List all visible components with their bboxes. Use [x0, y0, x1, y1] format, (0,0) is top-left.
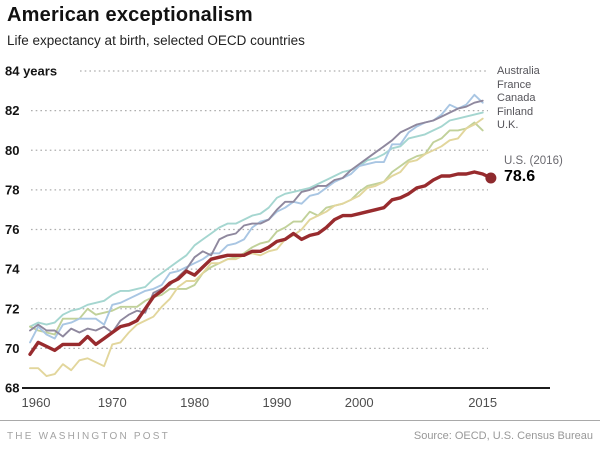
series-line-us [28, 170, 493, 356]
series-line-canada [29, 111, 484, 328]
y-tick-label: 80 [5, 143, 19, 158]
legend-label: Australia [497, 65, 540, 77]
x-tick-label: 2015 [468, 395, 497, 410]
y-tick-label: 82 [5, 103, 19, 118]
x-tick-label: 2000 [345, 395, 374, 410]
x-tick-label: 1960 [22, 395, 51, 410]
y-tick-label: 84 years [5, 64, 57, 79]
y-tick-label: 72 [5, 301, 19, 316]
legend-label: U.K. [497, 119, 519, 131]
series-line-uk [29, 121, 484, 336]
source-label: Source: OECD, U.S. Census Bureau [413, 430, 593, 442]
us-annotation-label: U.S. (2016) [504, 155, 563, 167]
chart-title: American exceptionalism [7, 4, 253, 26]
x-tick-label: 1970 [98, 395, 127, 410]
chart-subtitle: Life expectancy at birth, selected OECD … [7, 33, 305, 48]
y-tick-label: 68 [5, 381, 19, 396]
legend-label: France [497, 78, 532, 91]
legend: Australia France Canada Finland U.K. [497, 65, 540, 133]
y-tick-label: 78 [5, 182, 19, 197]
series-line-france [29, 93, 484, 344]
footer-divider [0, 420, 600, 421]
y-tick-label: 70 [5, 341, 19, 356]
legend-label: Finland [497, 105, 534, 118]
x-tick-label: 1990 [262, 395, 291, 410]
us-annotation: U.S. (2016) 78.6 [504, 155, 563, 186]
y-tick-label: 76 [5, 222, 19, 237]
y-tick-label: 74 [5, 262, 20, 277]
series-line-australia [29, 99, 484, 338]
series-line-finland [29, 117, 484, 378]
x-tick-label: 1980 [180, 395, 209, 410]
brand-label: THE WASHINGTON POST [7, 431, 170, 442]
us-endpoint-dot [485, 172, 497, 184]
us-annotation-value: 78.6 [504, 168, 536, 185]
legend-label: Canada [497, 92, 536, 104]
